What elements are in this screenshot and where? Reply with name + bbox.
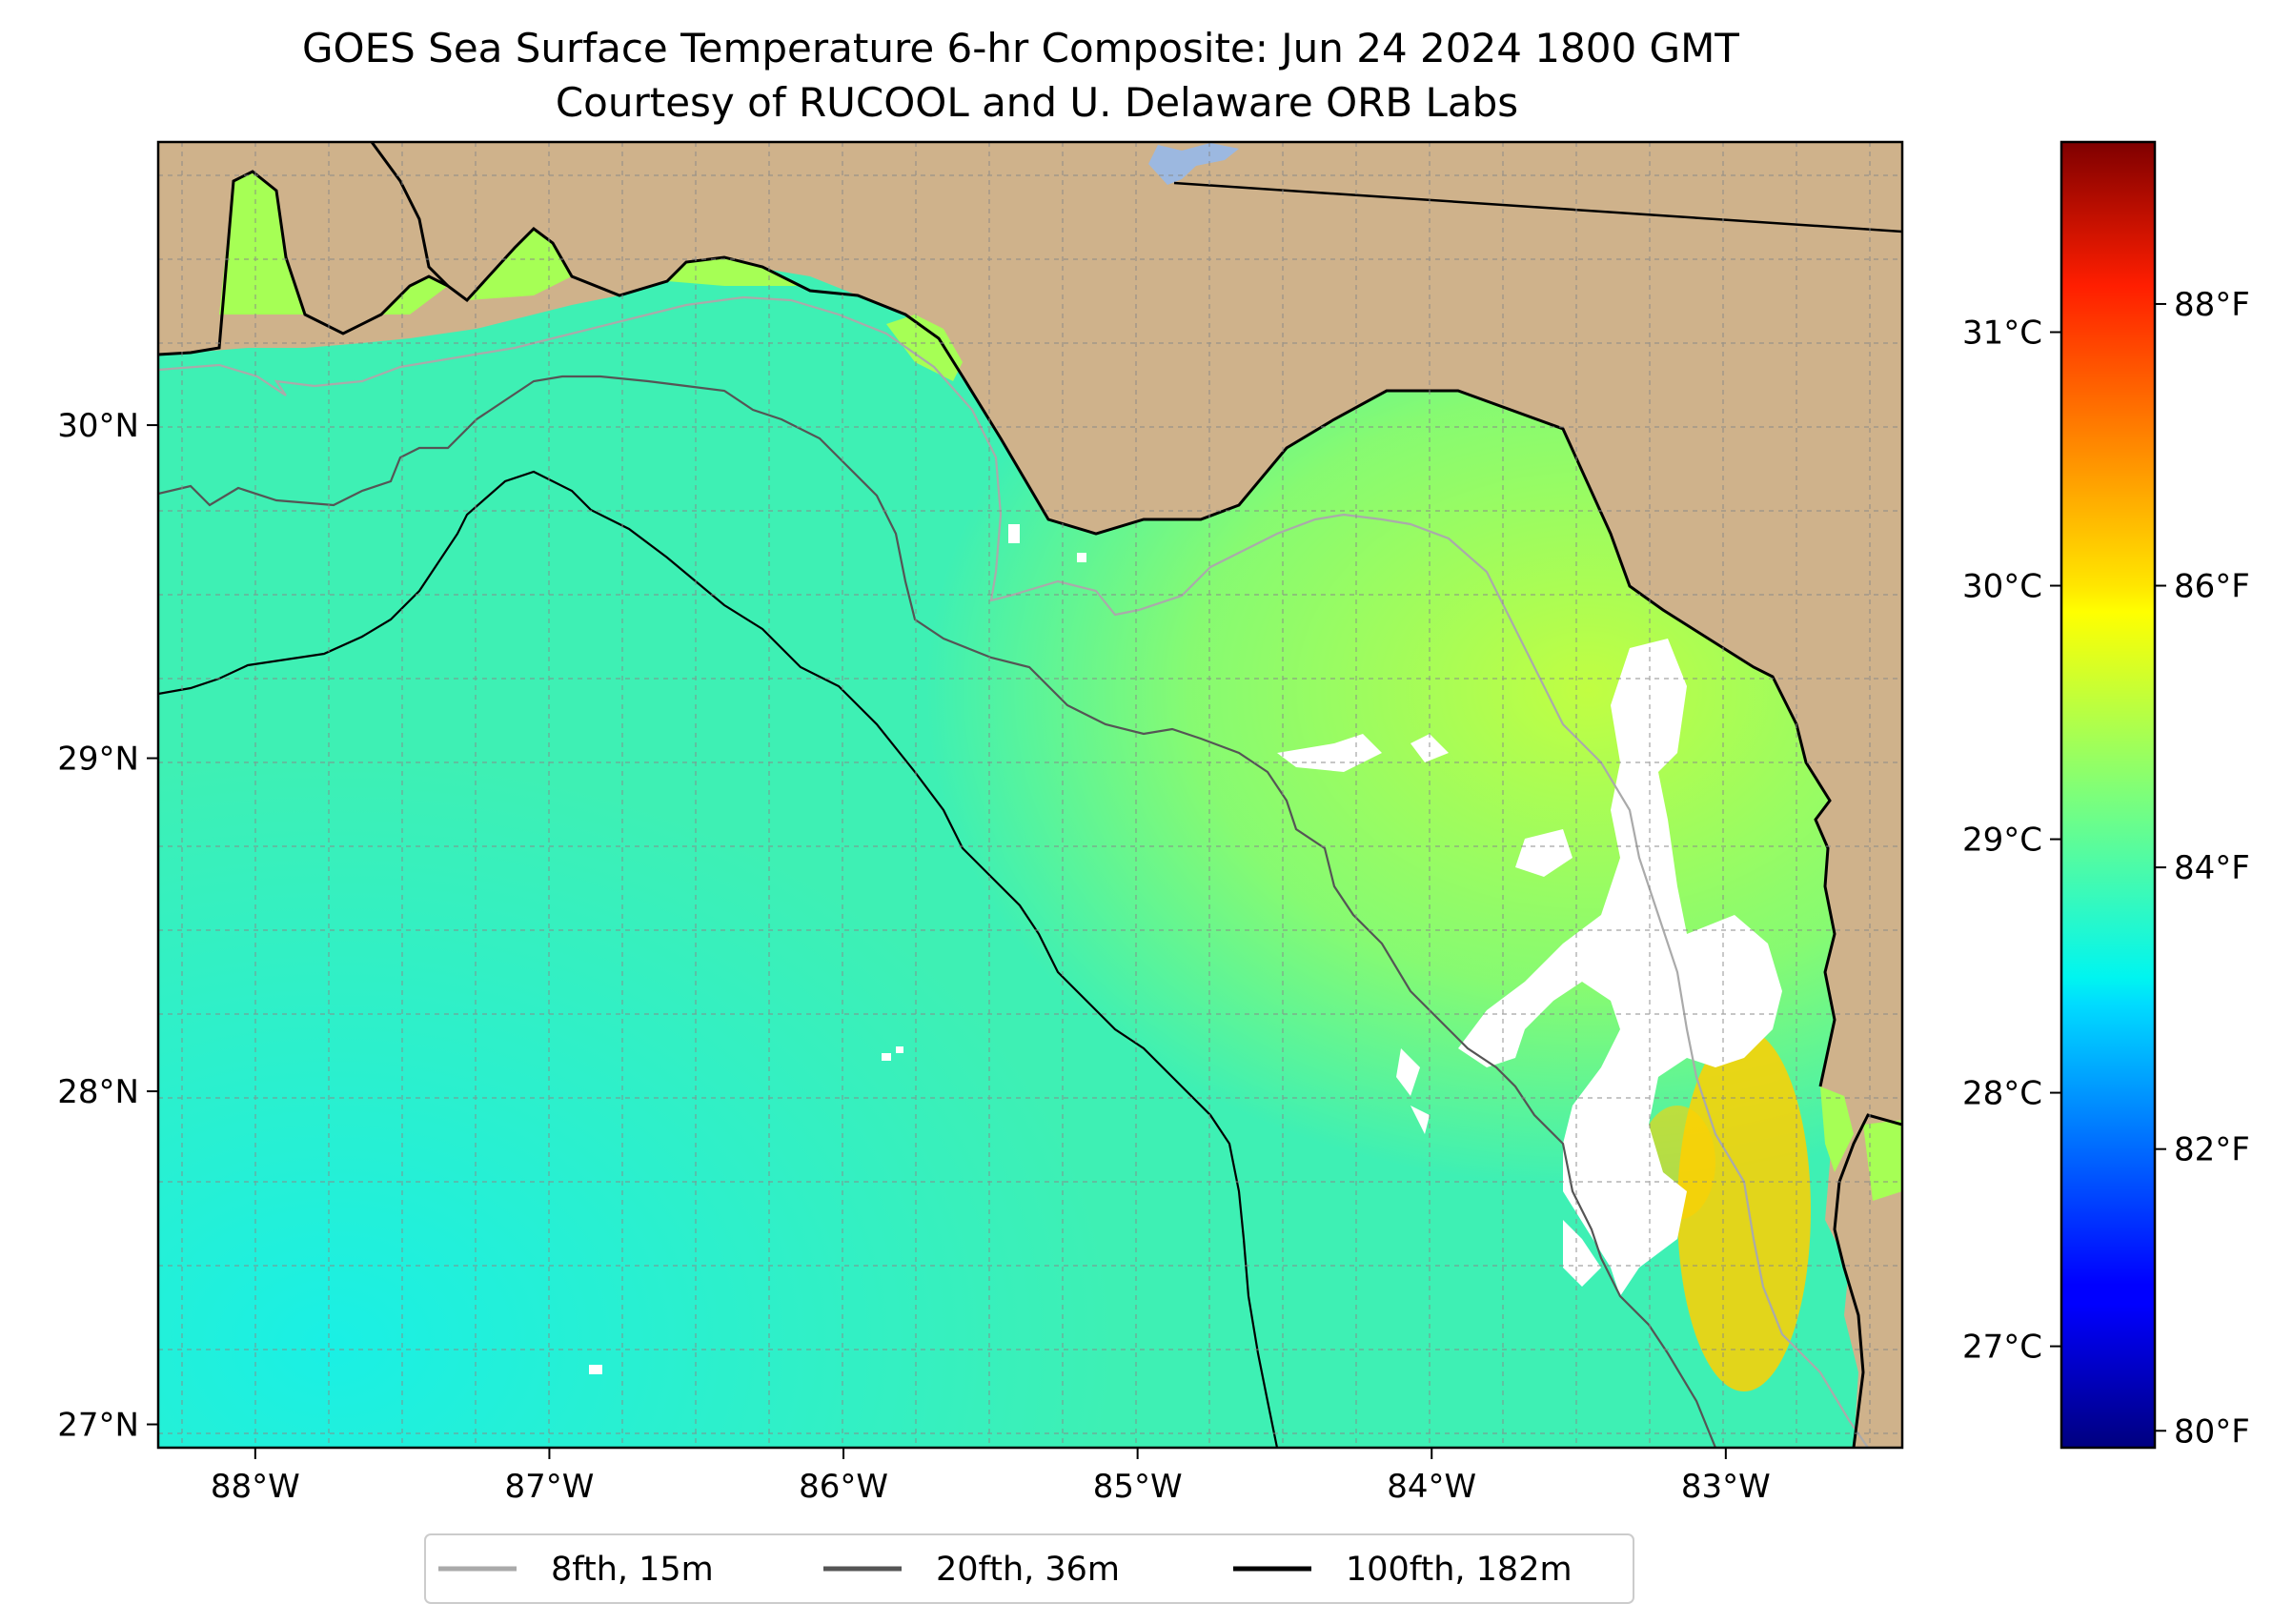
fahrenheit-tick-label: 80°F — [2174, 1412, 2250, 1451]
state-boundary — [1173, 181, 1902, 233]
isobath-36m — [158, 375, 1717, 1448]
map-area — [158, 142, 1902, 1448]
map-frame — [156, 140, 1904, 1450]
fahrenheit-tick-label: 82°F — [2174, 1131, 2250, 1169]
gridlines — [158, 142, 1902, 1448]
legend-label: 8fth, 15m — [551, 1551, 714, 1589]
lon-tick-label: 84°W — [1387, 1468, 1476, 1506]
legend: 8fth, 15m 20fth, 36m 100fth, 182m — [424, 1533, 1634, 1604]
celsius-tick-label: 28°C — [1962, 1075, 2042, 1113]
fahrenheit-tick-label: 86°F — [2174, 568, 2250, 606]
legend-label: 20fth, 36m — [936, 1551, 1120, 1589]
celsius-tick-label: 31°C — [1962, 315, 2042, 353]
celsius-tick-label: 30°C — [1962, 568, 2042, 606]
fahrenheit-tick-label: 88°F — [2174, 286, 2250, 324]
legend-box — [424, 1533, 1634, 1604]
lat-tick-label: 27°N — [57, 1407, 139, 1445]
colorbar: 27°C 28°C 29°C 30°C 31°C 80°F 82°F 84°F 86°F 88°… — [1962, 140, 2250, 1451]
lon-tick-label: 85°W — [1093, 1468, 1183, 1506]
lake — [1148, 143, 1239, 185]
legend-label: 100fth, 182m — [1346, 1551, 1573, 1589]
latitude-axis: 27°N 28°N 29°N 30°N — [57, 407, 158, 1445]
map-title: GOES Sea Surface Temperature 6-hr Compos… — [302, 25, 1739, 71]
colorbar-gradient — [2060, 140, 2157, 1450]
celsius-tick-label: 27°C — [1962, 1329, 2042, 1367]
isobath-182m — [158, 470, 1279, 1448]
lat-tick-label: 30°N — [57, 407, 139, 445]
lon-tick-label: 86°W — [799, 1468, 888, 1506]
colorbar-fahrenheit-ticks: 80°F 82°F 84°F 86°F 88°F — [2155, 286, 2250, 1451]
lon-tick-label: 83°W — [1681, 1468, 1771, 1506]
lat-tick-label: 28°N — [57, 1073, 139, 1111]
celsius-tick-label: 29°C — [1962, 822, 2042, 860]
map-subtitle: Courtesy of RUCOOL and U. Delaware ORB L… — [556, 79, 1518, 126]
lon-tick-label: 87°W — [504, 1468, 594, 1506]
lon-tick-label: 88°W — [211, 1468, 300, 1506]
longitude-axis: 88°W 87°W 86°W 85°W 84°W 83°W — [211, 1448, 1771, 1506]
land-north — [158, 142, 1902, 1448]
lat-tick-label: 29°N — [57, 741, 139, 779]
fahrenheit-tick-label: 84°F — [2174, 849, 2250, 887]
colorbar-celsius-ticks: 27°C 28°C 29°C 30°C 31°C — [1962, 315, 2061, 1367]
